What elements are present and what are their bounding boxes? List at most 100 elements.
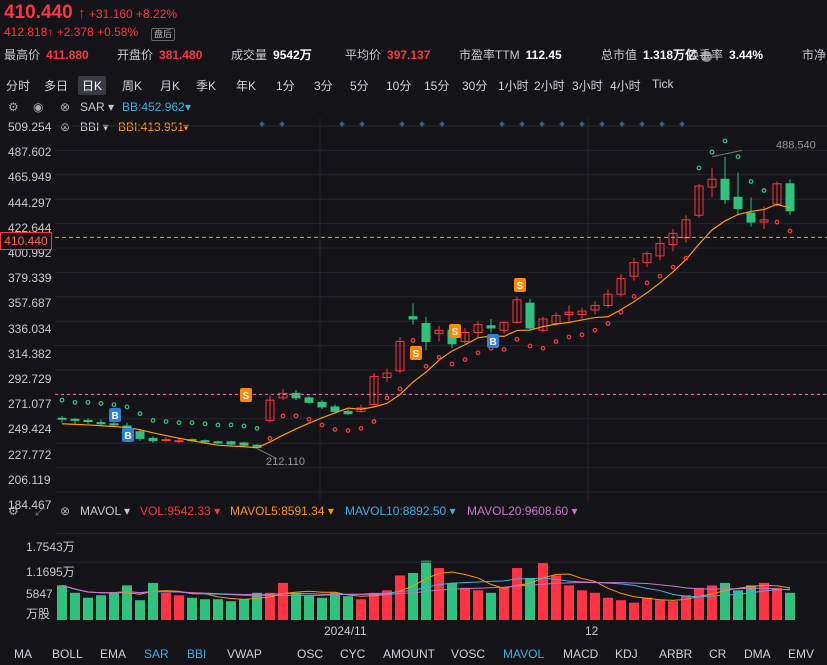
- tab-indicator-macd[interactable]: MACD: [563, 647, 599, 661]
- low-marker: 212.110: [266, 456, 305, 468]
- signal-label-1: B: [125, 431, 132, 442]
- sar-indicator-select[interactable]: SAR ▾: [80, 100, 115, 114]
- stat-average: 平均价 397.137: [345, 48, 431, 62]
- sar-dot-34: [501, 347, 507, 352]
- tab-period-0[interactable]: 分时: [6, 79, 31, 93]
- tab-indicator-arbr[interactable]: ARBR: [659, 647, 693, 661]
- tab-indicator-dma[interactable]: DMA: [744, 647, 771, 661]
- volume-bar-37: [538, 563, 548, 620]
- tab-indicator-emv[interactable]: EMV: [788, 647, 815, 661]
- signal-b-1: [122, 428, 134, 442]
- tab-period-15[interactable]: 3小时: [572, 79, 603, 93]
- sar-dot-27: [410, 337, 416, 343]
- sar-dot-5: [124, 404, 130, 410]
- candle-body-54: [759, 219, 769, 223]
- tab-period-11[interactable]: 15分: [424, 79, 450, 93]
- sar-dot-36: [527, 343, 533, 349]
- tab-indicator-osc[interactable]: OSC: [297, 647, 324, 661]
- bbi-indicator-select[interactable]: BBI ▾: [80, 120, 109, 134]
- tab-indicator-boll[interactable]: BOLL: [52, 647, 83, 661]
- tab-indicator-mavol[interactable]: MAVOL: [503, 647, 545, 661]
- candle-body-49: [694, 185, 704, 216]
- tab-period-1[interactable]: 多日: [44, 79, 69, 93]
- tab-indicator-cr[interactable]: CR: [709, 647, 727, 661]
- tab-period-2[interactable]: 日K: [78, 76, 107, 95]
- volume-bar-18: [291, 592, 301, 620]
- candle-body-26: [395, 341, 405, 372]
- volume-bar-52: [733, 590, 743, 620]
- signal-label-3: S: [413, 349, 420, 360]
- candle-body-6: [135, 431, 145, 439]
- tab-period-7[interactable]: 1分: [276, 79, 295, 93]
- tab-period-6[interactable]: 年K: [236, 79, 257, 93]
- volume-bar-56: [785, 592, 795, 620]
- candle-body-29: [434, 329, 444, 335]
- tab-indicator-sar[interactable]: SAR: [144, 647, 169, 661]
- tab-indicator-kdj[interactable]: KDJ: [615, 647, 638, 661]
- tab-period-14[interactable]: 2小时: [534, 79, 565, 93]
- tab-indicator-ema[interactable]: EMA: [100, 647, 127, 661]
- volume-chart[interactable]: [0, 520, 827, 622]
- close-icon[interactable]: ⊗: [60, 100, 71, 114]
- tab-period-3[interactable]: 周K: [122, 79, 143, 93]
- candle-body-2: [83, 419, 93, 423]
- tab-indicator-bbi[interactable]: BBI: [187, 647, 207, 661]
- sar-dot-22: [345, 428, 351, 433]
- tab-period-12[interactable]: 30分: [462, 79, 488, 93]
- sar-dot-9: [176, 420, 182, 426]
- sar-dot-56: [787, 228, 793, 234]
- tab-indicator-vosc[interactable]: VOSC: [451, 647, 486, 661]
- stat-volume: 成交量 9542万: [231, 48, 312, 62]
- high-marker: 488.540: [776, 139, 816, 151]
- post-market-badge: 盘后: [151, 28, 176, 41]
- expand-icon[interactable]: ⤢: [35, 504, 45, 518]
- volume-bar-19: [304, 595, 314, 620]
- tab-period-17[interactable]: Tick: [652, 77, 674, 91]
- candle-body-47: [668, 232, 678, 246]
- tab-period-4[interactable]: 月K: [160, 79, 181, 93]
- volume-bar-35: [512, 568, 522, 620]
- volume-bar-4: [109, 592, 119, 620]
- y-tick-15: 184.467: [8, 498, 52, 512]
- volume-bar-6: [135, 600, 145, 620]
- candle-body-22: [343, 410, 353, 415]
- candle-body-17: [278, 392, 288, 399]
- sar-dot-35: [514, 336, 520, 342]
- tab-indicator-ma[interactable]: MA: [14, 647, 32, 661]
- sar-dot-32: [475, 350, 481, 356]
- volume-bar-42: [603, 597, 613, 620]
- candle-body-50: [707, 178, 717, 188]
- mavol-select[interactable]: MAVOL ▾: [80, 504, 131, 518]
- tab-period-13[interactable]: 1小时: [498, 79, 529, 93]
- volume-bar-17: [278, 582, 288, 620]
- settings-icon-vol[interactable]: ⚙: [8, 504, 19, 518]
- close-icon-vol[interactable]: ⊗: [60, 504, 71, 518]
- info-icon[interactable]: ⋯: [701, 51, 713, 62]
- current-price-label: 410.440: [0, 232, 52, 250]
- stat-pe: 市盈率TTM 112.45: [459, 48, 562, 62]
- candle-body-31: [460, 332, 470, 343]
- volume-bar-44: [629, 602, 639, 620]
- candle-body-32: [473, 324, 483, 334]
- y-tick-0: 509.254: [8, 120, 52, 134]
- tab-indicator-cyc[interactable]: CYC: [340, 647, 366, 661]
- tab-indicator-amount[interactable]: AMOUNT: [383, 647, 435, 661]
- volume-bar-8: [161, 592, 171, 620]
- settings-icon[interactable]: ⚙: [8, 100, 19, 114]
- vol-unit: 万股: [26, 607, 51, 621]
- tab-period-8[interactable]: 3分: [314, 79, 333, 93]
- volume-bar-3: [96, 595, 106, 620]
- signal-s-6: [514, 278, 526, 292]
- bb-value: BB:452.962: [122, 100, 185, 114]
- tab-period-9[interactable]: 5分: [350, 79, 369, 93]
- close-icon-2[interactable]: ⊗: [60, 120, 71, 134]
- volume-bar-36: [525, 577, 535, 620]
- tab-period-16[interactable]: 4小时: [610, 79, 641, 93]
- tab-period-5[interactable]: 季K: [196, 79, 217, 93]
- tab-period-10[interactable]: 10分: [386, 79, 412, 93]
- tab-indicator-vwap[interactable]: VWAP: [227, 647, 262, 661]
- eye-icon[interactable]: ◉: [33, 100, 44, 114]
- volume-bar-26: [395, 575, 405, 620]
- candle-body-18: [291, 392, 301, 399]
